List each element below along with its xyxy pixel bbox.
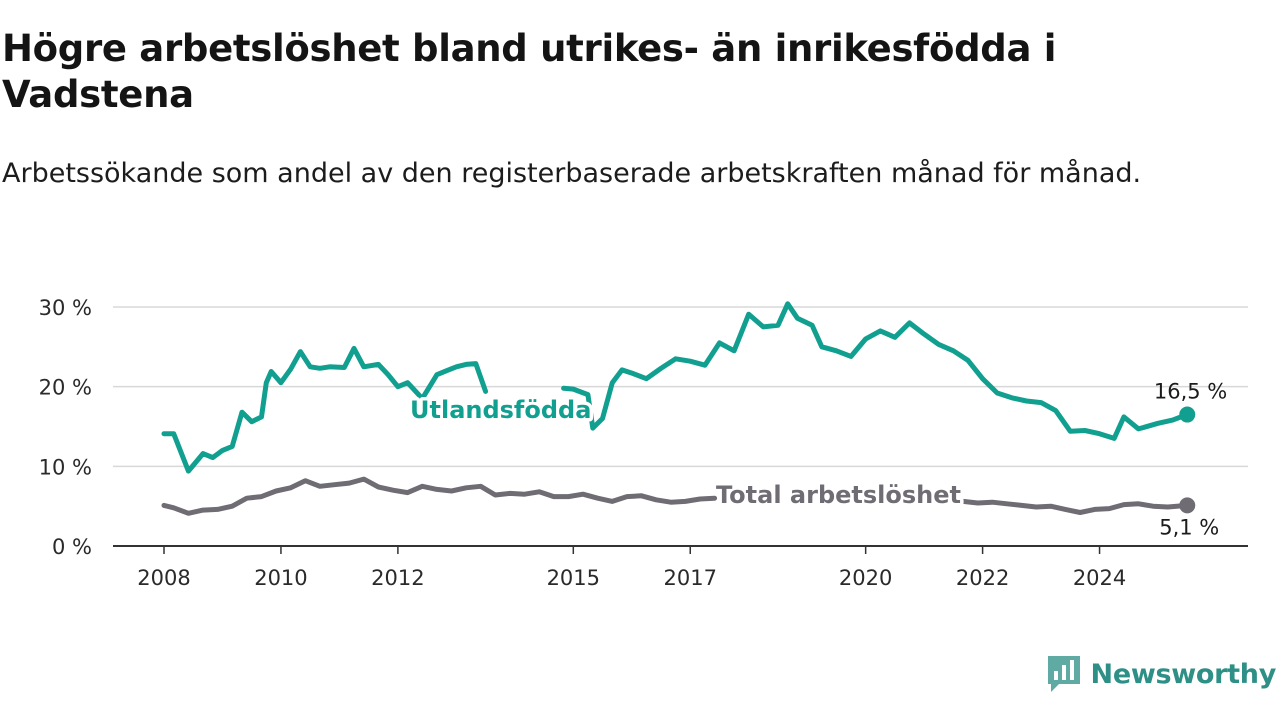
newsworthy-brand: Newsworthy <box>1045 654 1276 694</box>
y-tick-label: 0 % <box>52 535 92 559</box>
x-tick-label: 2015 <box>547 566 600 590</box>
x-tick-label: 2017 <box>664 566 717 590</box>
axis-layer: 0 % 10 % 20 % 30 % 2008 2010 2012 2015 2017 2020 2… <box>39 296 1248 590</box>
end-label-total-arbetsloshet: 5,1 % <box>1159 515 1219 539</box>
series-label-total-arbetsloshet: Total arbetslöshet <box>716 481 961 509</box>
series-end-point-utlandsfodda <box>1179 406 1196 423</box>
end-label-utlandsfodda: 16,5 % <box>1154 380 1227 404</box>
line-chart: 0 % 10 % 20 % 30 % 2008 2010 2012 2015 2017 2020 2… <box>39 296 1248 590</box>
x-tick-label: 2022 <box>956 566 1009 590</box>
grid-layer <box>113 306 1248 468</box>
x-tick-label: 2024 <box>1073 566 1126 590</box>
chart-title: Högre arbetslöshet bland utrikes- än inr… <box>2 27 1057 116</box>
chart-subtitle: Arbetssökande som andel av den registerb… <box>2 158 1142 189</box>
y-tick-label: 20 % <box>39 376 92 400</box>
y-tick-label: 10 % <box>39 455 92 479</box>
y-tick-label: 30 % <box>39 296 92 320</box>
series-line-total-arbetsloshet <box>161 476 1190 516</box>
series-label-utlandsfodda: Utlandsfödda <box>410 396 591 424</box>
x-tick-label: 2010 <box>254 566 307 590</box>
brand-name: Newsworthy <box>1090 658 1277 690</box>
series-label-total-arbetsloshet-halo: Total arbetslöshet <box>716 481 961 509</box>
series-end-point-total-arbetsloshet <box>1179 497 1196 514</box>
series-label-utlandsfodda-halo: Utlandsfödda <box>410 396 591 424</box>
series-layer <box>161 301 1196 516</box>
x-tick-label: 2012 <box>371 566 424 590</box>
series-line-utlandsfodda <box>161 301 1190 474</box>
newsworthy-logo-icon <box>1047 656 1080 692</box>
x-tick-label: 2020 <box>839 566 892 590</box>
x-tick-label: 2008 <box>137 566 190 590</box>
